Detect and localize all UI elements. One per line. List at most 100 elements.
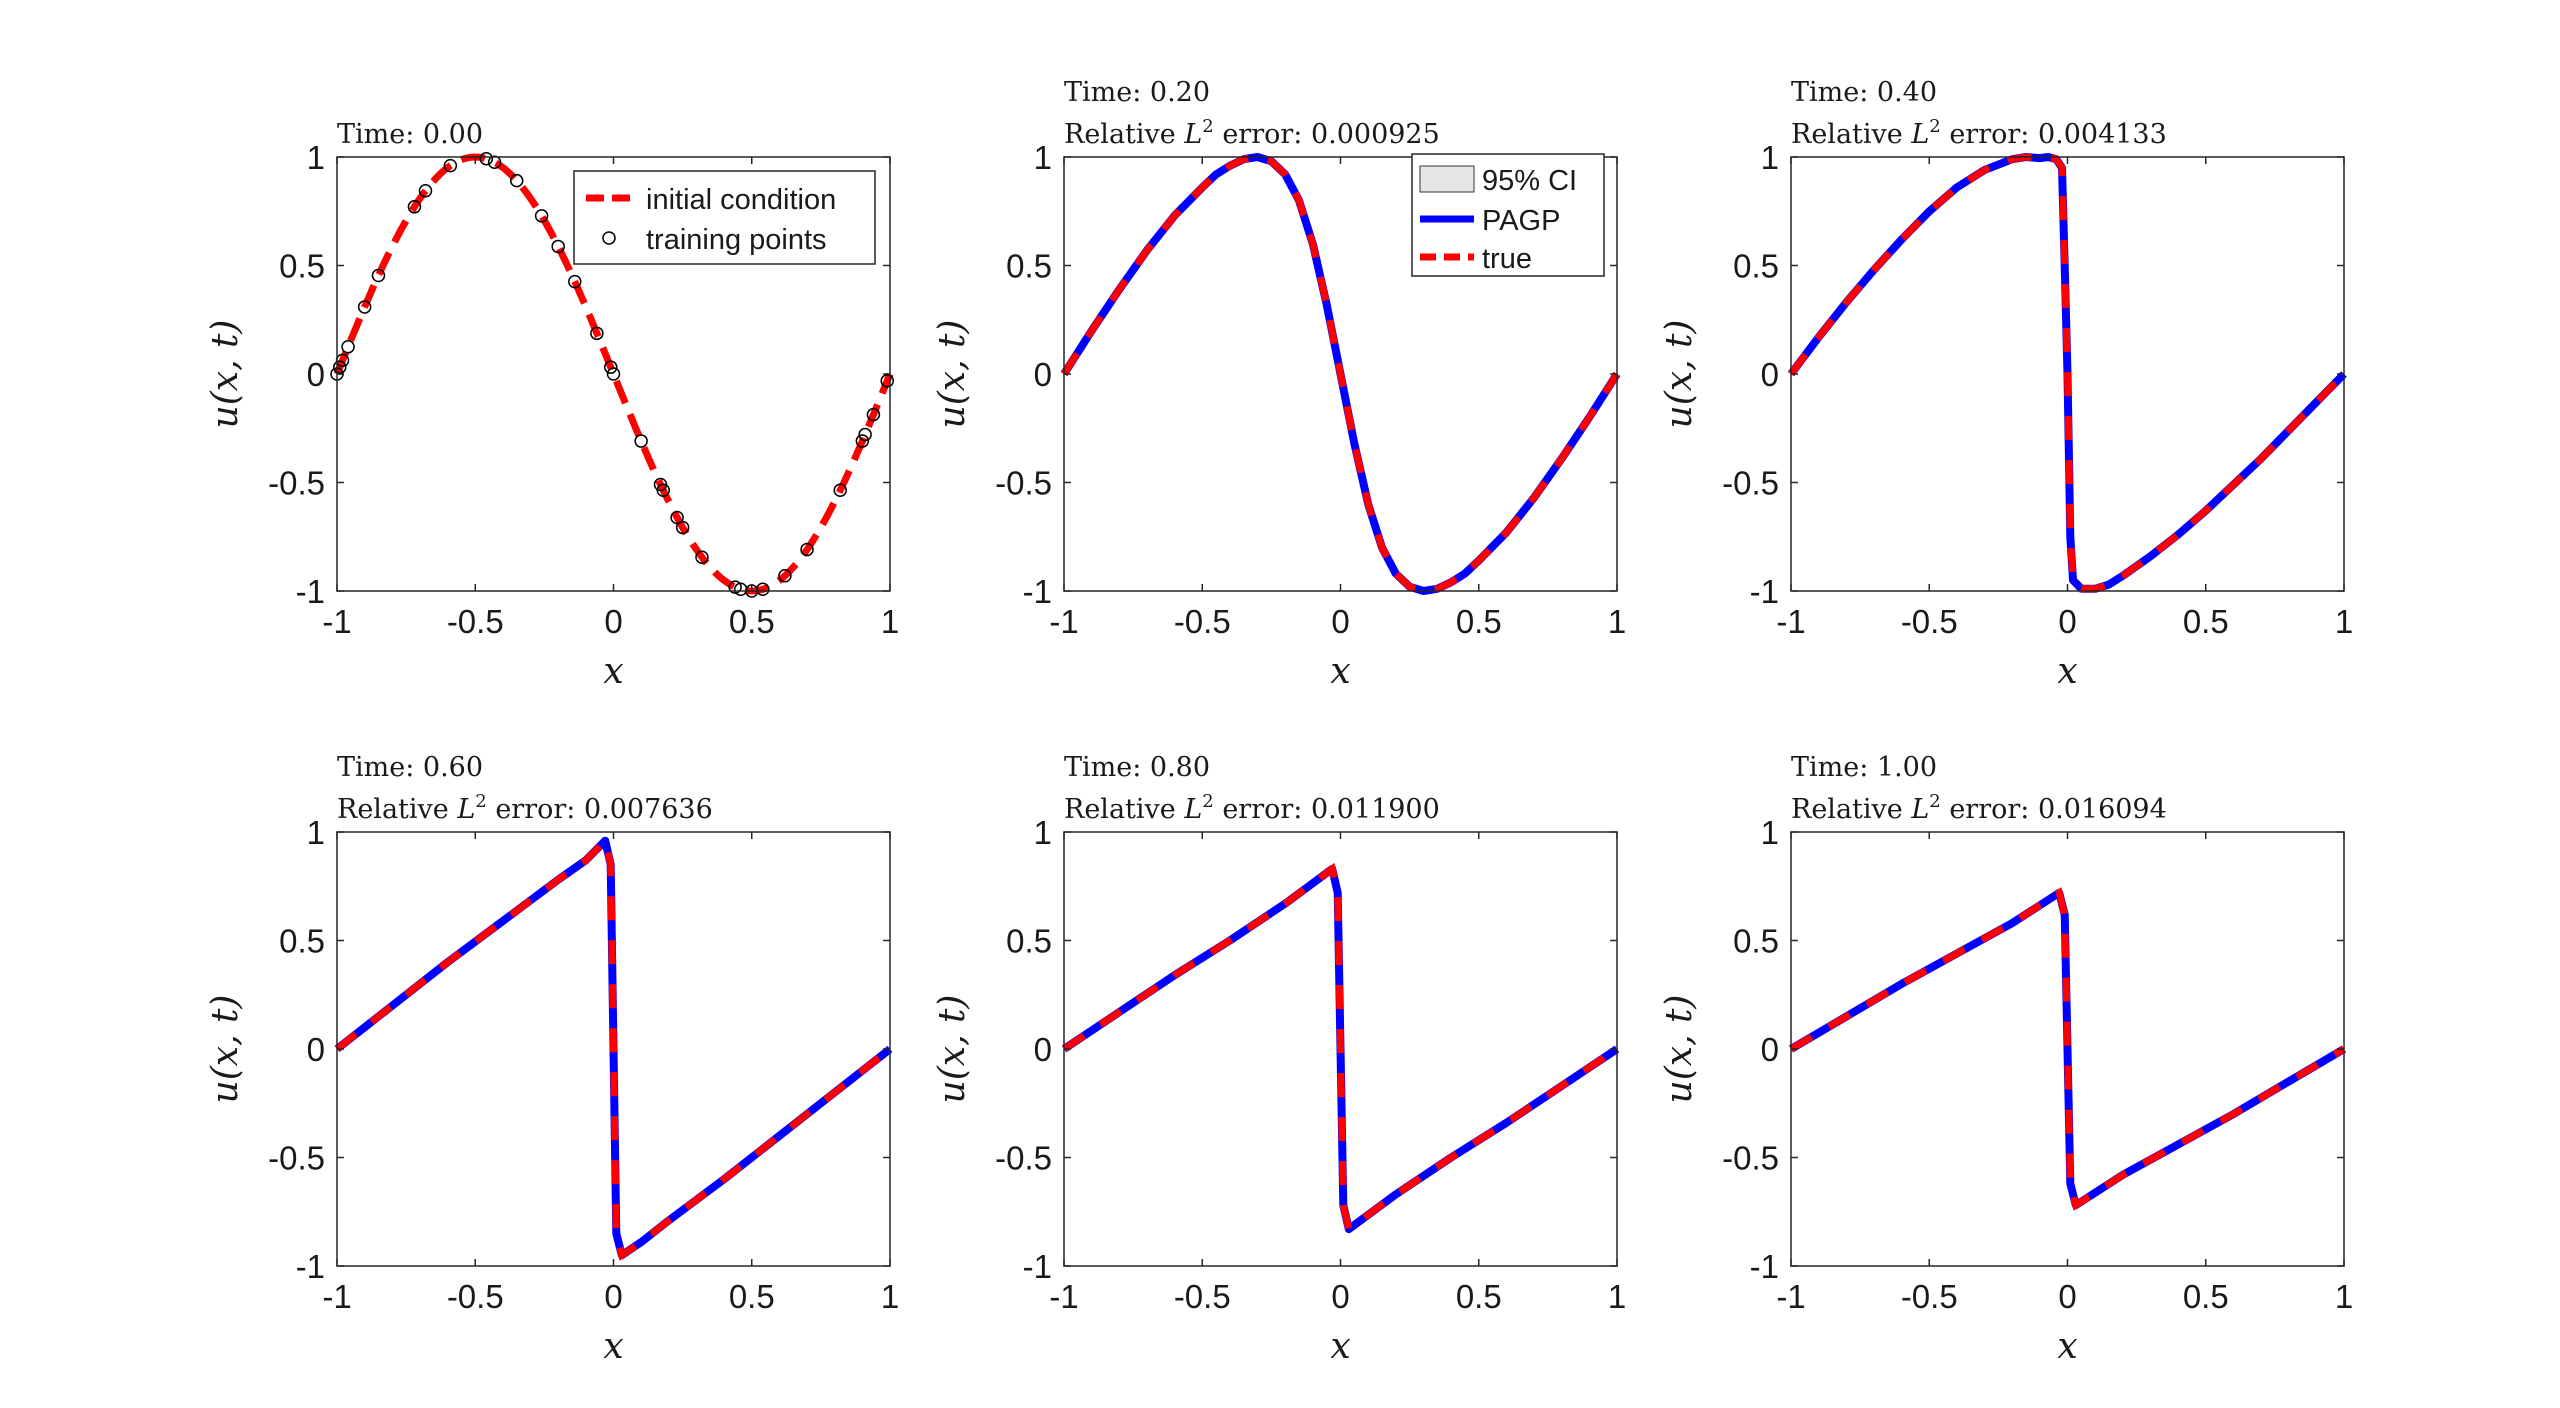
training-point bbox=[606, 367, 621, 381]
training-point bbox=[551, 239, 565, 254]
pagp-line bbox=[1787, 153, 2347, 593]
subplot-3-xtick-label: -1 bbox=[322, 1278, 351, 1315]
subplot-5-ytick-label: -1 bbox=[1750, 1248, 1779, 1285]
subplot-1-title-error: Relative L2 error: 0.000925 bbox=[1064, 116, 1440, 150]
legend-training-points-label: training points bbox=[646, 224, 827, 256]
subplot-2-title-time: Time: 0.40 bbox=[1791, 77, 1937, 108]
subplot-3-xtick-label: 0.5 bbox=[729, 1278, 775, 1315]
legend-true-label: true bbox=[1482, 243, 1532, 275]
subplot-1-xtick-label: -0.5 bbox=[1174, 603, 1231, 640]
subplot-3-xlabel: x bbox=[603, 1326, 623, 1367]
true-line bbox=[1062, 862, 1619, 1236]
subplot-1-xtick-label: 0.5 bbox=[1456, 603, 1502, 640]
training-point bbox=[855, 434, 870, 448]
legend-ci-label: 95% CI bbox=[1482, 165, 1577, 197]
true-line bbox=[1789, 887, 2346, 1211]
subplot-3-ytick-label: 1 bbox=[307, 814, 325, 851]
subplot-3-ytick-label: -0.5 bbox=[268, 1140, 325, 1177]
true-line bbox=[334, 833, 893, 1261]
subplot-0-xtick-label: 0.5 bbox=[729, 603, 775, 640]
subplot-1-ylabel: u(x, t) bbox=[932, 320, 973, 429]
subplot-5-xtick-label: 1 bbox=[2335, 1278, 2353, 1315]
training-point bbox=[509, 173, 524, 188]
subplot-0-title-time: Time: 0.00 bbox=[337, 119, 483, 150]
subplot-2-title-error: Relative L2 error: 0.004133 bbox=[1791, 116, 2167, 150]
subplot-1-ytick-label: 0 bbox=[1034, 356, 1052, 393]
subplot-0-ytick-label: -0.5 bbox=[268, 465, 325, 502]
subplot-4-ylabel: u(x, t) bbox=[932, 995, 973, 1104]
legend-training-points-marker bbox=[602, 231, 616, 245]
subplot-2-xtick-label: -1 bbox=[1776, 603, 1805, 640]
subplot-0-ytick-label: 0.5 bbox=[279, 248, 325, 285]
subplot-2-ytick-label: -1 bbox=[1750, 573, 1779, 610]
subplot-3-ylabel: u(x, t) bbox=[205, 995, 246, 1104]
subplot-1-xlabel: x bbox=[1330, 651, 1350, 692]
subplot-1-xtick-label: 0 bbox=[1331, 603, 1349, 640]
subplot-2-ytick-label: 0 bbox=[1761, 356, 1779, 393]
subplot-3-xtick-label: 1 bbox=[881, 1278, 899, 1315]
training-point bbox=[833, 483, 847, 498]
subplot-4-xtick-label: 1 bbox=[1608, 1278, 1626, 1315]
subplot-1-xtick-label: -1 bbox=[1049, 603, 1078, 640]
training-point bbox=[866, 407, 881, 422]
subplot-3-ytick-label: -1 bbox=[296, 1248, 325, 1285]
subplot-0-xtick-label: 1 bbox=[881, 603, 899, 640]
training-point bbox=[778, 569, 792, 583]
subplot-5-title-time: Time: 1.00 bbox=[1791, 752, 1937, 783]
subplot-5-ytick-label: 0.5 bbox=[1733, 923, 1779, 960]
subplot-4-xlabel: x bbox=[1330, 1326, 1350, 1367]
training-point bbox=[333, 360, 347, 374]
subplot-0-ylabel: u(x, t) bbox=[205, 320, 246, 429]
training-point bbox=[675, 520, 690, 535]
training-point bbox=[634, 434, 648, 448]
subplot-4-xtick-label: -1 bbox=[1049, 1278, 1078, 1315]
subplot-4-ytick-label: -1 bbox=[1023, 1248, 1052, 1285]
subplot-5-ytick-label: 0 bbox=[1761, 1031, 1779, 1068]
subplot-0-ytick-label: 1 bbox=[307, 139, 325, 176]
subplot-0: Time: 0.00 -1 -0.5 0 0.5 1 -1 -0.5 0 0.5 1 x u(x, t)… bbox=[205, 119, 899, 692]
subplot-2-xtick-label: 0.5 bbox=[2183, 603, 2229, 640]
legend-box bbox=[573, 170, 876, 265]
subplot-3-ytick-label: 0 bbox=[307, 1031, 325, 1068]
subplot-3-title-time: Time: 0.60 bbox=[337, 752, 483, 783]
subplot-4-xtick-label: 0 bbox=[1331, 1278, 1349, 1315]
training-point bbox=[568, 274, 582, 289]
subplot-2-ytick-label: 0.5 bbox=[1733, 248, 1779, 285]
subplot-0-ytick-label: -1 bbox=[296, 573, 325, 610]
subplot-5-ytick-label: 1 bbox=[1761, 814, 1779, 851]
subplot-1-ytick-label: 1 bbox=[1034, 139, 1052, 176]
subplot-4-xtick-label: -0.5 bbox=[1174, 1278, 1231, 1315]
subplot-5-ylabel: u(x, t) bbox=[1659, 995, 1700, 1104]
subplot-0-xlabel: x bbox=[603, 651, 623, 692]
training-point bbox=[357, 300, 372, 314]
training-point bbox=[695, 550, 709, 564]
subplot-1-ytick-label: -0.5 bbox=[995, 465, 1052, 502]
subplot-2-ytick-label: 1 bbox=[1761, 139, 1779, 176]
subplot-4-ytick-label: 0 bbox=[1034, 1031, 1052, 1068]
training-point bbox=[670, 510, 684, 525]
subplot-1-title-time: Time: 0.20 bbox=[1064, 77, 1210, 108]
subplot-1: Time: 0.20 Relative L2 error: 0.000925 -1 -… bbox=[932, 77, 1626, 692]
subplot-2-ylabel: u(x, t) bbox=[1659, 320, 1700, 429]
subplot-3-title-error: Relative L2 error: 0.007636 bbox=[337, 791, 713, 825]
training-point bbox=[603, 360, 618, 374]
subplot-5-xtick-label: -1 bbox=[1776, 1278, 1805, 1315]
training-point bbox=[656, 483, 671, 498]
training-point bbox=[407, 200, 422, 214]
subplot-2-xtick-label: -0.5 bbox=[1901, 603, 1958, 640]
subplot-3-xtick-label: -0.5 bbox=[447, 1278, 504, 1315]
training-point bbox=[418, 184, 433, 198]
subplot-5-xtick-label: -0.5 bbox=[1901, 1278, 1958, 1315]
training-point bbox=[479, 151, 494, 166]
training-point bbox=[443, 158, 458, 173]
training-point bbox=[341, 340, 355, 354]
training-point bbox=[800, 542, 814, 557]
true-line bbox=[1061, 153, 1620, 595]
subplot-4-ytick-label: -0.5 bbox=[995, 1140, 1052, 1177]
subplot-4-title-error: Relative L2 error: 0.011900 bbox=[1064, 791, 1440, 825]
training-point bbox=[371, 268, 386, 283]
training-point bbox=[534, 209, 549, 223]
